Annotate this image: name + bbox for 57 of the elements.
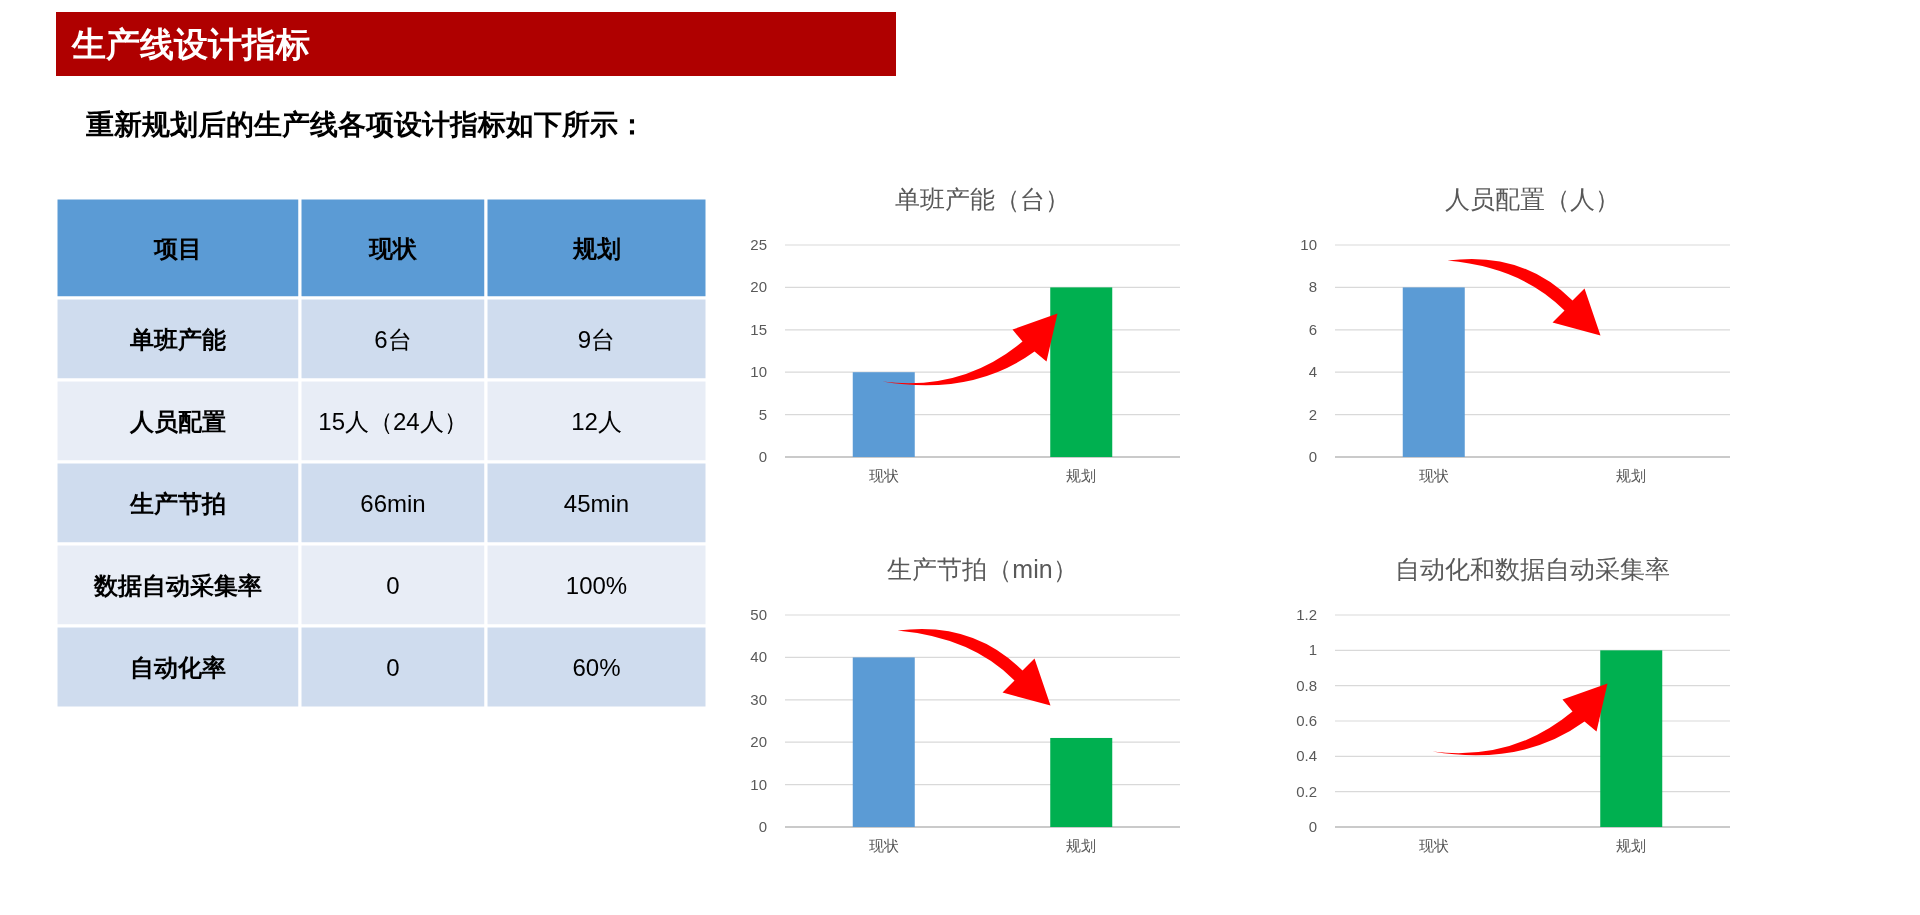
chart-title: 人员配置（人） [1445, 185, 1620, 213]
x-tick-label: 现状 [868, 467, 899, 484]
text: 66min [360, 490, 426, 517]
text: 现状 [368, 235, 418, 262]
x-tick-label: 现状 [1418, 467, 1449, 484]
y-tick-label: 0 [1308, 448, 1317, 465]
y-tick-label: 0.8 [1296, 676, 1317, 694]
y-tick-label: 1 [1308, 641, 1317, 659]
text: 生产节拍 [129, 490, 226, 517]
y-tick-label: 20 [750, 278, 767, 296]
text: 生产线设计指标 [71, 25, 310, 63]
chart-title: 单班产能（台） [895, 185, 1070, 213]
text: 单班产能 [129, 326, 226, 353]
text: 60% [572, 654, 621, 681]
text: 6台 [374, 326, 412, 353]
y-tick-label: 6 [1308, 320, 1317, 338]
x-tick-label: 规划 [1616, 467, 1647, 484]
text: 0 [386, 572, 400, 599]
chart-title: 生产节拍（min） [887, 555, 1078, 583]
y-tick-label: 2 [1308, 405, 1317, 423]
chart-title: 自动化和数据自动采集率 [1395, 555, 1670, 583]
x-tick-label: 现状 [868, 837, 899, 854]
y-tick-label: 0.6 [1296, 712, 1317, 729]
text: 数据自动采集率 [93, 572, 262, 599]
x-tick-label: 规划 [1066, 837, 1097, 854]
text: 重新规划后的生产线各项设计指标如下所示： [85, 109, 646, 140]
x-tick-label: 现状 [1418, 837, 1449, 854]
y-tick-label: 8 [1308, 278, 1317, 296]
y-tick-label: 0 [1308, 818, 1317, 835]
text: 0 [386, 654, 400, 681]
y-tick-label: 30 [750, 690, 767, 708]
text: 9台 [577, 326, 616, 353]
y-tick-label: 1.2 [1296, 606, 1317, 623]
y-tick-label: 10 [750, 775, 767, 793]
y-tick-label: 0.4 [1296, 747, 1317, 765]
y-tick-label: 50 [750, 606, 767, 623]
y-tick-label: 5 [758, 405, 767, 423]
text: 人员配置 [129, 408, 226, 435]
text: 规划 [571, 235, 621, 262]
y-tick-label: 0 [758, 448, 767, 465]
y-tick-label: 10 [1300, 236, 1317, 253]
text: 100% [565, 572, 628, 599]
text: 45min [563, 490, 630, 517]
y-tick-label: 10 [750, 363, 767, 381]
text: 15人（24人） [318, 408, 468, 435]
y-tick-label: 40 [750, 648, 767, 666]
y-tick-label: 4 [1308, 363, 1317, 381]
x-tick-label: 规划 [1616, 837, 1647, 854]
text: 自动化率 [130, 654, 226, 681]
y-tick-label: 25 [750, 236, 767, 253]
y-tick-label: 15 [750, 320, 767, 338]
y-tick-label: 20 [750, 733, 767, 751]
y-tick-label: 0.2 [1296, 782, 1317, 800]
text: 12人 [571, 408, 622, 435]
x-tick-label: 规划 [1066, 467, 1097, 484]
text: 项目 [153, 235, 202, 262]
y-tick-label: 0 [758, 818, 767, 835]
